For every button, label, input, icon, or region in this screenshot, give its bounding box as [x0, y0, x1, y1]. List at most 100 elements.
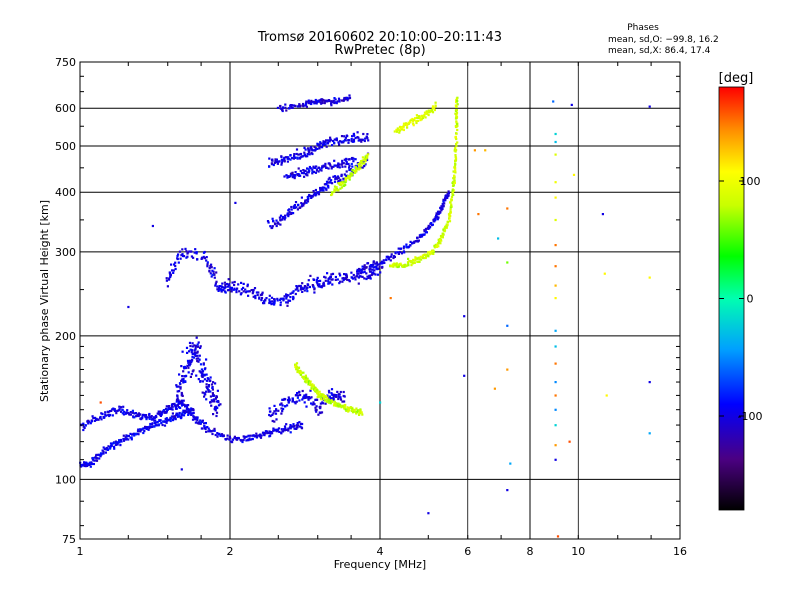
trace-point	[187, 251, 190, 254]
trace-point	[348, 139, 351, 142]
trace-point	[190, 360, 193, 364]
trace-point	[330, 144, 334, 147]
trace-point	[268, 165, 271, 168]
trace-point	[345, 409, 348, 412]
trace-point	[324, 140, 327, 144]
trace-point	[306, 171, 309, 174]
trace-point	[186, 255, 189, 258]
trace-point	[181, 411, 184, 414]
trace-point	[102, 452, 105, 455]
trace-point	[242, 282, 245, 285]
trace-point	[314, 171, 317, 174]
trace-point	[226, 289, 230, 292]
trace-point	[351, 156, 354, 160]
trace-point	[439, 210, 442, 213]
trace-point	[291, 291, 294, 294]
trace-point	[303, 146, 306, 149]
trace-point	[153, 419, 156, 422]
trace-point	[454, 159, 457, 162]
trace-point	[193, 251, 196, 254]
trace-point	[443, 229, 447, 232]
trace-point	[129, 413, 132, 416]
trace-point	[307, 147, 310, 150]
trace-point	[137, 428, 140, 431]
trace-point	[444, 194, 447, 197]
colorbar-tick-label: 0	[747, 293, 754, 306]
trace-point	[169, 419, 172, 423]
trace-point	[105, 448, 108, 451]
trace-point	[308, 101, 311, 104]
trace-point	[210, 404, 213, 407]
trace-point	[151, 425, 154, 428]
trace-point	[151, 422, 154, 425]
trace-point	[299, 206, 302, 209]
trace-point	[448, 220, 452, 223]
trace-point	[307, 397, 310, 400]
trace-point	[441, 232, 444, 235]
trace-point	[135, 415, 138, 418]
trace-point	[339, 280, 342, 283]
trace-point	[165, 277, 168, 280]
trace-point	[328, 395, 331, 398]
trace-point	[191, 418, 195, 421]
trace-point	[304, 200, 307, 203]
trace-point	[282, 398, 285, 401]
trace-point	[123, 410, 126, 413]
trace-point	[351, 140, 354, 143]
trace-point	[317, 100, 320, 103]
trace-point	[345, 274, 348, 277]
y-axis-label: Stationary phase Virtual Height [km]	[38, 200, 51, 402]
trace-point	[119, 406, 122, 409]
trace-point	[324, 187, 327, 190]
trace-point	[286, 175, 289, 178]
scatter-point	[506, 207, 509, 210]
trace-point	[333, 185, 337, 188]
trace-point	[327, 280, 330, 283]
trace-point	[271, 217, 274, 220]
trace-point	[269, 434, 272, 437]
trace-point	[350, 276, 353, 279]
trace-point	[454, 171, 457, 174]
trace-point	[118, 439, 121, 442]
trace-point	[306, 167, 309, 170]
trace-point	[350, 174, 353, 177]
trace-point	[287, 427, 290, 430]
trace-point	[340, 406, 343, 409]
trace-point	[409, 244, 412, 247]
trace-point	[369, 270, 372, 273]
trace-point	[313, 101, 317, 104]
trace-point	[369, 277, 372, 280]
trace-point	[393, 130, 396, 133]
trace-point	[228, 438, 231, 441]
trace-point	[294, 288, 297, 291]
scatter-point	[605, 394, 608, 397]
trace-point	[371, 265, 374, 268]
trace-point	[332, 395, 335, 398]
trace-point	[285, 295, 288, 298]
trace-point	[135, 432, 138, 435]
trace-point	[442, 198, 445, 201]
scatter-point	[556, 535, 560, 538]
trace-point	[456, 141, 459, 144]
trace-point	[453, 166, 456, 169]
trace-point	[335, 186, 338, 189]
trace-point	[231, 281, 234, 284]
trace-point	[289, 424, 292, 427]
trace-point	[455, 120, 458, 123]
trace-point	[389, 265, 392, 268]
trace-point	[152, 417, 155, 420]
trace-point	[311, 383, 314, 386]
trace-point	[222, 286, 225, 289]
trace-point	[415, 114, 418, 117]
trace-point	[301, 290, 304, 293]
trace-point	[165, 417, 168, 420]
trace-point	[141, 415, 144, 418]
trace-point	[215, 397, 218, 400]
trace-point	[315, 408, 318, 411]
trace-point	[315, 278, 318, 282]
trace-point	[361, 166, 364, 169]
trace-point	[434, 105, 437, 108]
trace-point	[292, 173, 295, 177]
trace-point	[259, 436, 263, 439]
trace-point	[338, 143, 341, 146]
